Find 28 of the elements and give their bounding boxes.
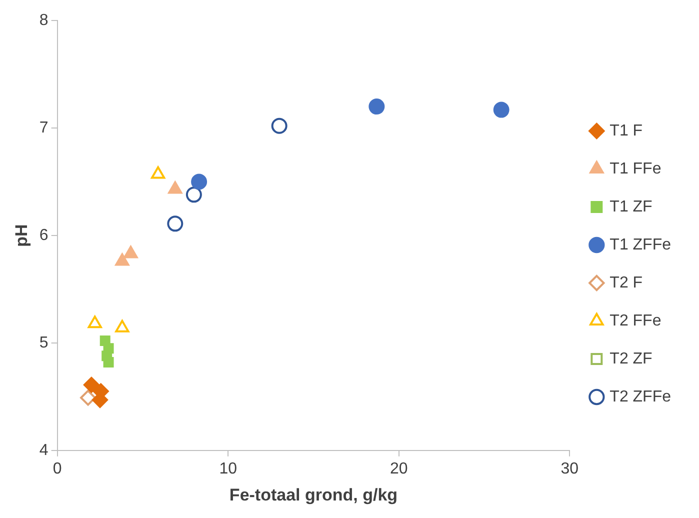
legend-label: T2 FFe — [610, 312, 662, 330]
point — [271, 118, 288, 134]
y-tick-label: 4 — [39, 442, 48, 459]
x-axis-title: Fe-totaal grond, g/kg — [229, 485, 398, 504]
x-tick-label: 0 — [52, 460, 62, 478]
point — [103, 357, 114, 368]
y-tick-label: 5 — [39, 334, 48, 352]
legend-label: T1 ZF — [610, 198, 653, 216]
legend-label: T2 ZFFe — [610, 388, 672, 406]
legend-label: T2 F — [610, 274, 643, 292]
legend-label: T1 F — [610, 122, 643, 140]
x-tick-label: 10 — [219, 460, 238, 478]
point — [83, 376, 100, 393]
point — [80, 390, 96, 406]
x-tick-label: 20 — [390, 460, 408, 478]
point — [191, 174, 208, 190]
y-axis-title: pH — [12, 224, 31, 247]
y-tick-label: 7 — [39, 119, 48, 136]
point — [167, 216, 184, 232]
point — [186, 186, 202, 203]
legend-label: T1 FFe — [610, 160, 662, 178]
legend-label: T1 ZFFe — [610, 236, 672, 254]
x-tick-label: 30 — [560, 460, 579, 478]
y-tick-label: 8 — [39, 12, 48, 30]
point — [368, 98, 385, 115]
legend-label: T2 ZF — [610, 350, 653, 368]
point — [493, 102, 510, 118]
y-tick-label: 6 — [39, 226, 48, 244]
